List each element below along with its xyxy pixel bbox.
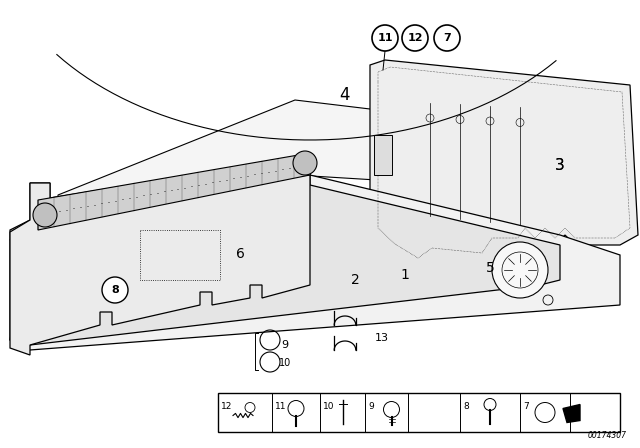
Polygon shape xyxy=(58,100,545,245)
Circle shape xyxy=(434,25,460,51)
Circle shape xyxy=(102,277,128,303)
Circle shape xyxy=(372,25,398,51)
Circle shape xyxy=(402,25,428,51)
Text: 1: 1 xyxy=(401,268,410,282)
Polygon shape xyxy=(38,153,310,230)
Text: 7: 7 xyxy=(443,33,451,43)
Polygon shape xyxy=(10,175,620,350)
Text: 9: 9 xyxy=(282,340,289,350)
Bar xyxy=(374,135,392,175)
Bar xyxy=(218,393,620,432)
Circle shape xyxy=(293,151,317,175)
Polygon shape xyxy=(10,175,560,345)
Polygon shape xyxy=(563,405,580,422)
Text: 10: 10 xyxy=(279,358,291,368)
Circle shape xyxy=(33,203,57,227)
Circle shape xyxy=(492,242,548,298)
Text: 13: 13 xyxy=(375,333,389,343)
Text: 4: 4 xyxy=(340,86,350,104)
Text: 12: 12 xyxy=(407,33,423,43)
Text: 3: 3 xyxy=(555,158,565,172)
Polygon shape xyxy=(10,156,310,240)
Bar xyxy=(140,230,220,280)
Polygon shape xyxy=(370,60,638,265)
Polygon shape xyxy=(10,175,310,355)
Text: 10: 10 xyxy=(323,402,335,411)
Text: 7: 7 xyxy=(523,402,529,411)
Text: 3: 3 xyxy=(555,158,565,172)
Text: 8: 8 xyxy=(463,402,468,411)
Text: 00174307: 00174307 xyxy=(588,431,627,440)
Text: 5: 5 xyxy=(486,261,494,275)
Text: 12: 12 xyxy=(221,402,232,411)
Text: 9: 9 xyxy=(368,402,374,411)
Text: 11: 11 xyxy=(377,33,393,43)
Text: 11: 11 xyxy=(275,402,287,411)
Text: 2: 2 xyxy=(351,273,360,287)
Text: 6: 6 xyxy=(236,247,244,261)
Text: 8: 8 xyxy=(111,285,119,295)
